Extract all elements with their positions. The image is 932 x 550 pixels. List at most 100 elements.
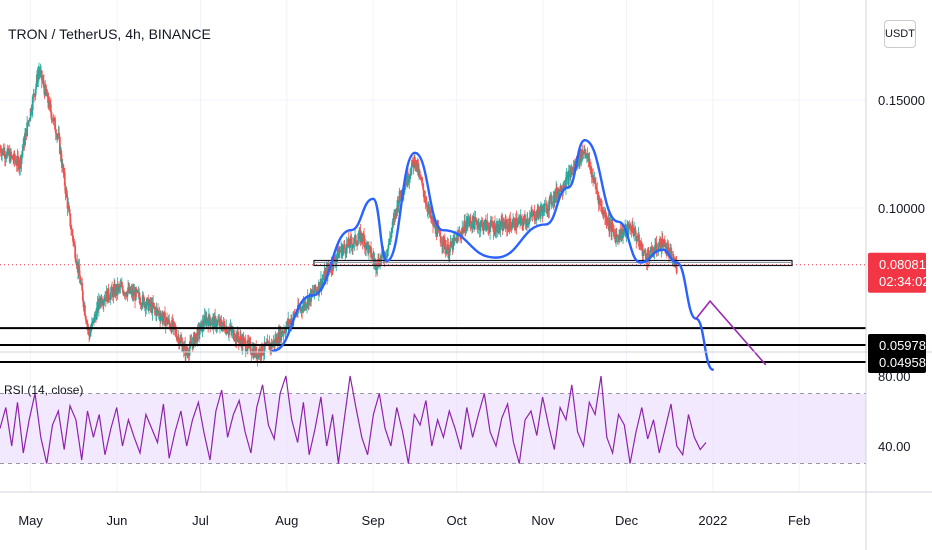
candle-body-77	[52, 117, 55, 121]
candle-body-696	[483, 221, 486, 228]
candle-body-891	[619, 229, 622, 239]
x-tick-label: May	[18, 513, 43, 528]
candle-body-864	[600, 205, 603, 208]
candle-body-42	[28, 120, 31, 122]
candle-body-778	[540, 206, 543, 211]
candle-body-398	[276, 336, 278, 344]
candle-body-617	[428, 206, 431, 214]
candle-body-227	[157, 309, 159, 313]
candle-body-310	[214, 317, 217, 328]
candle-body-847	[588, 158, 591, 168]
candle-body-839	[583, 152, 585, 154]
candle-body-511	[354, 235, 357, 244]
candle-body-758	[526, 218, 529, 224]
candle-body-742	[515, 218, 518, 228]
rsi-indicator-title[interactable]: RSI (14, close)	[4, 383, 84, 397]
candle-body-312	[216, 321, 219, 327]
pattern-drawings	[271, 138, 767, 371]
candle-body-131	[90, 328, 93, 332]
x-tick-label: Oct	[447, 513, 468, 528]
candle-body-713	[495, 226, 498, 233]
candle-body-892	[620, 235, 622, 239]
candle-body-99	[68, 205, 70, 210]
candle-body-532	[369, 246, 372, 248]
candle-body-755	[524, 219, 527, 225]
candle-body-318	[220, 321, 223, 327]
candle-body-286	[198, 326, 200, 335]
candle-body-849	[590, 167, 592, 169]
candle-body-568	[394, 209, 397, 219]
candle-body-918	[638, 234, 640, 247]
candle-body-105	[72, 235, 74, 242]
candle-body-91	[62, 164, 65, 173]
candles	[0, 62, 678, 367]
candle-body-705	[489, 220, 492, 226]
candle-body-104	[71, 229, 74, 236]
candle-body-85	[58, 133, 61, 138]
candle-body-562	[390, 232, 393, 239]
candle-body-468	[324, 271, 327, 280]
candle-body-55	[37, 73, 40, 82]
candle-body-657	[456, 234, 459, 243]
candle-body-574	[398, 190, 401, 202]
candle-body-817	[567, 171, 570, 185]
currency-button[interactable]: USDT	[884, 20, 916, 48]
candle-body-937	[651, 247, 654, 252]
candle-body-450	[312, 291, 315, 294]
x-tick-label: 2022	[698, 513, 727, 528]
candle-body-264	[182, 344, 185, 350]
candle-body-683	[474, 217, 477, 221]
level-badge-3	[868, 350, 926, 373]
candle-body-702	[487, 226, 490, 231]
candle-body-201	[139, 298, 141, 304]
candle-body-701	[487, 225, 489, 227]
candle-body-636	[441, 245, 444, 247]
candle-body-766	[532, 212, 535, 217]
candle-body-774	[537, 206, 540, 213]
candle-body-885	[615, 234, 617, 243]
candle-body-542	[376, 267, 379, 270]
candle-body-24	[15, 164, 18, 166]
candle-body-669	[464, 230, 467, 233]
candle-body-497	[345, 252, 347, 254]
candle-body-754	[523, 216, 526, 220]
candle-body-896	[622, 231, 625, 233]
candle-body-712	[494, 232, 497, 234]
candle-body-291	[201, 321, 204, 332]
candle-body-43	[29, 118, 31, 121]
candle-body-21	[13, 153, 16, 161]
candle-body-706	[490, 220, 493, 222]
candle-body-93	[63, 172, 66, 186]
candle-body-789	[548, 199, 551, 211]
candle-body-36	[24, 134, 26, 146]
candle-body-858	[596, 189, 599, 195]
candle-body-261	[180, 340, 183, 343]
candle-body-220	[152, 302, 155, 307]
candle-body-292	[202, 321, 205, 326]
candle-body-475	[329, 270, 332, 272]
candle-body-316	[219, 319, 221, 326]
candle-body-352	[244, 339, 246, 341]
candle-body-114	[78, 265, 81, 276]
candle-body-257	[178, 337, 180, 346]
level-badge-text-2: 0.05978	[879, 338, 926, 353]
candle-body-411	[285, 326, 288, 333]
candle-body-752	[522, 221, 525, 227]
candle-body-60	[40, 70, 43, 81]
candle-body-632	[439, 230, 441, 237]
candle-body-80	[54, 129, 57, 134]
candle-body-407	[282, 332, 285, 334]
candle-body-357	[247, 339, 250, 344]
candle-body-607	[421, 182, 424, 184]
head-curve	[385, 138, 586, 263]
candle-body-484	[336, 256, 338, 260]
candle-body-229	[158, 312, 161, 317]
candle-body-508	[352, 243, 355, 246]
symbol-title[interactable]: TRON / TetherUS, 4h, BINANCE	[8, 26, 211, 42]
candle-body-820	[569, 171, 572, 178]
candle-body-843	[585, 155, 588, 159]
candle-body-880	[611, 222, 614, 229]
candle-body-759	[527, 222, 530, 224]
candle-body-897	[623, 230, 626, 232]
candle-body-587	[407, 180, 410, 183]
